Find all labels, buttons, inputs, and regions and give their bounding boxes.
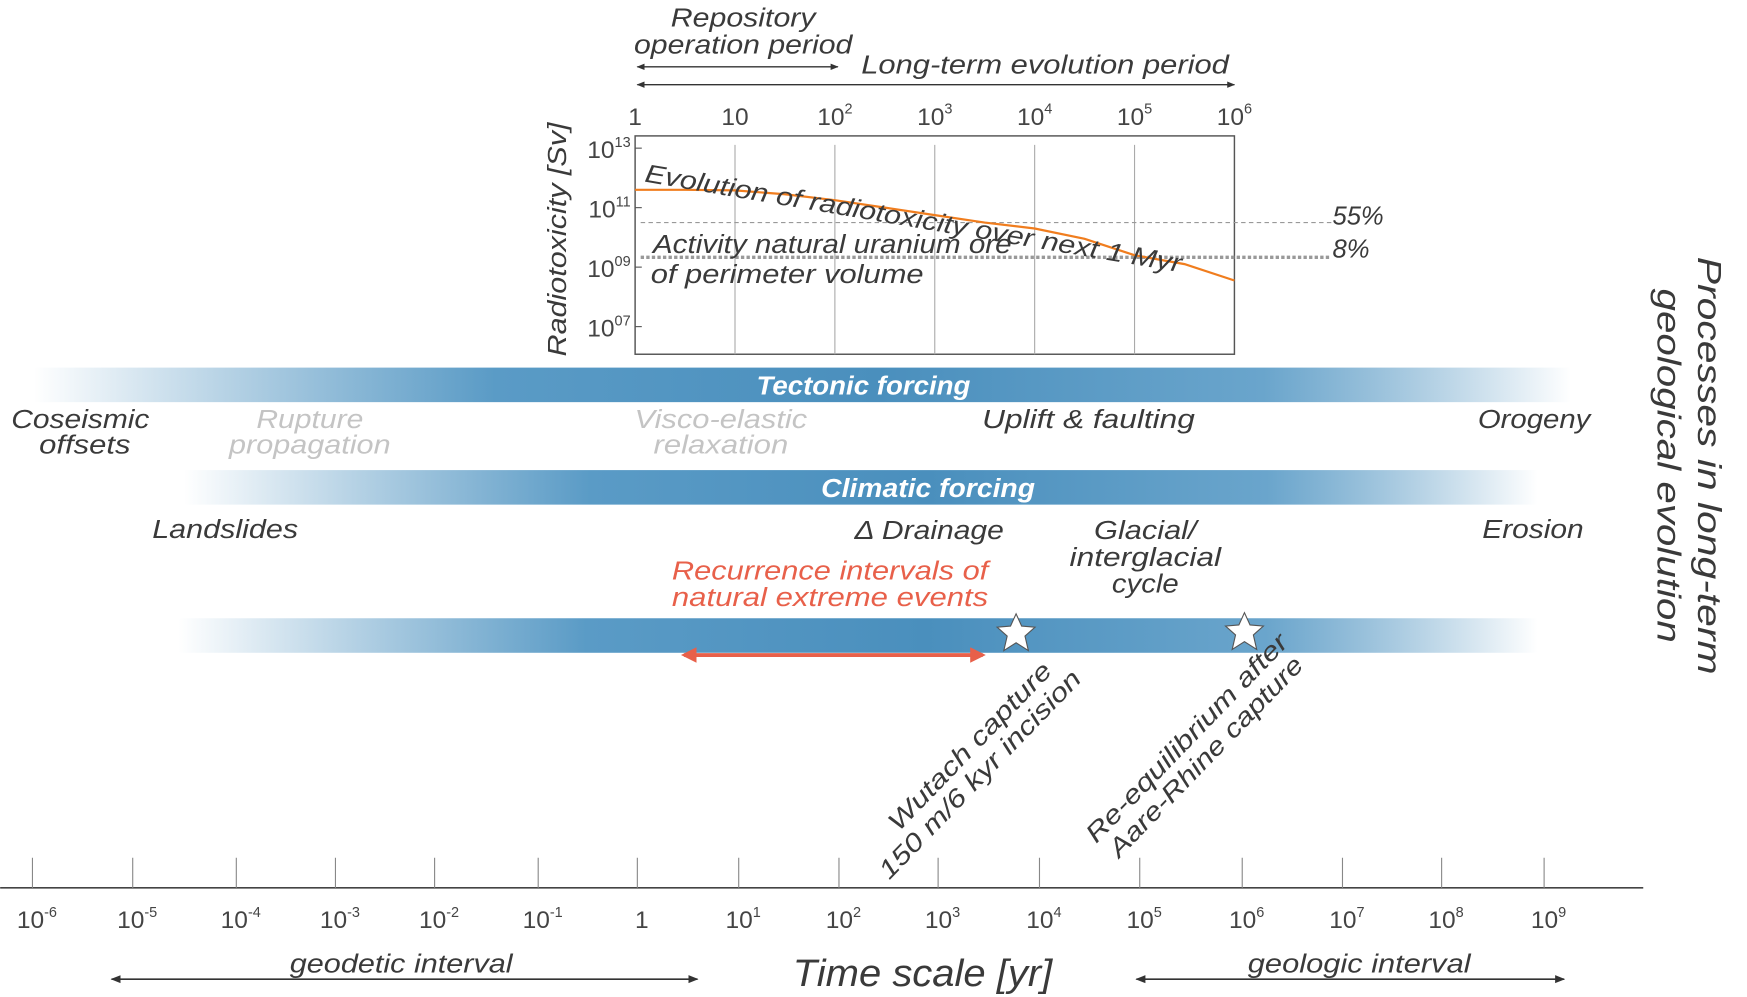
time-axis-tick-label: 107 xyxy=(1329,905,1364,934)
rupture-label-2: propagation xyxy=(228,431,391,459)
recurrence-label-1: Recurrence intervals of xyxy=(672,557,992,585)
wutach-label-1: Wutach capture xyxy=(883,657,1058,837)
repository-label-2: operation period xyxy=(634,31,853,59)
chart-y-tick-label: 1013 xyxy=(587,135,630,164)
time-axis-tick-label: 109 xyxy=(1531,905,1566,934)
reequilibrium-star-icon xyxy=(1224,611,1265,651)
side-title-2: geological evolution xyxy=(1650,289,1687,643)
climatic-forcing-label: Climatic forcing xyxy=(821,475,1035,503)
time-axis-tick-label: 106 xyxy=(1229,905,1264,934)
orogeny-label: Orogeny xyxy=(1478,406,1593,434)
radiotoxicity-curve xyxy=(635,188,1235,282)
time-axis-tick-label: 104 xyxy=(1026,905,1061,934)
events-band xyxy=(178,618,1538,653)
time-axis-tick-label: 10-4 xyxy=(221,905,261,934)
glacial-label-2: interglacial xyxy=(1070,544,1223,572)
reference-line-label: 55% xyxy=(1332,203,1383,231)
coseismic-label-1: Coseismic xyxy=(11,406,149,434)
visco-label-2: relaxation xyxy=(653,431,788,459)
glacial-label-3: cycle xyxy=(1112,571,1179,599)
time-axis-tick-label: 1 xyxy=(635,907,649,934)
chart-x-tick-label: 105 xyxy=(1117,102,1152,131)
activity-label-1: Activity natural uranium ore xyxy=(651,231,1012,259)
chart-y-tick-label: 1007 xyxy=(587,314,630,343)
geodetic-label: geodetic interval xyxy=(290,950,514,978)
chart-x-tick-label: 104 xyxy=(1017,102,1052,131)
side-title-1: Processes in long-term xyxy=(1690,257,1727,675)
glacial-label-1: Glacial/ xyxy=(1094,517,1200,545)
wutach-label-2: 150 m/6 kyr incision xyxy=(873,665,1087,885)
long-term-label: Long-term evolution period xyxy=(861,52,1230,80)
chart-x-tick-label: 106 xyxy=(1217,102,1252,131)
chart-x-tick-label: 103 xyxy=(917,102,952,131)
time-axis-tick-label: 10-5 xyxy=(117,905,157,934)
time-axis-tick-label: 108 xyxy=(1428,905,1463,934)
geologic-label: geologic interval xyxy=(1248,950,1472,978)
erosion-label: Erosion xyxy=(1482,516,1583,544)
time-axis-tick-label: 10-2 xyxy=(419,905,459,934)
time-axis-tick-label: 101 xyxy=(726,905,761,934)
time-axis-tick-label: 10-3 xyxy=(320,905,360,934)
y-axis-label: Radiotoxicity [Sv] xyxy=(544,121,572,356)
time-axis-tick-label: 10-6 xyxy=(17,905,57,934)
radiotoxicity-chart: 1 10 102 103 104 105 106 1013 1011 1009 1007 Radio… xyxy=(544,102,1384,357)
drainage-label: Δ Drainage xyxy=(853,517,1003,545)
time-axis-tick-label: 10-1 xyxy=(523,905,563,934)
activity-label-2: of perimeter volume xyxy=(651,261,924,289)
rupture-label-1: Rupture xyxy=(256,406,363,434)
coseismic-label-2: offsets xyxy=(39,431,131,459)
repository-label-1: Repository xyxy=(671,5,818,33)
chart-x-tick-label: 1 xyxy=(628,104,642,131)
reference-line-label: 8% xyxy=(1332,235,1369,263)
recurrence-label-2: natural extreme events xyxy=(672,584,989,612)
climatic-forcing-band xyxy=(183,470,1538,505)
landslides-label: Landslides xyxy=(152,516,298,544)
visco-label-1: Visco-elastic xyxy=(635,406,808,434)
chart-x-tick-label: 102 xyxy=(817,102,852,131)
tectonic-forcing-label: Tectonic forcing xyxy=(757,372,971,400)
time-axis-tick-label: 102 xyxy=(826,905,861,934)
tectonic-forcing-band xyxy=(33,367,1571,403)
time-axis-title: Time scale [yr] xyxy=(793,953,1054,995)
chart-y-tick-label: 1011 xyxy=(588,195,630,224)
chart-x-tick-label: 10 xyxy=(721,104,748,131)
chart-y-tick-label: 1009 xyxy=(587,254,630,283)
reequilibrium-label-1: Re-equilibrium after xyxy=(1080,627,1295,848)
reequilibrium-label-2: Aare-Rhine capture xyxy=(1102,651,1310,864)
time-axis-tick-label: 103 xyxy=(925,905,960,934)
time-axis-tick-label: 105 xyxy=(1127,905,1162,934)
wutach-star-icon xyxy=(995,612,1037,652)
uplift-label: Uplift & faulting xyxy=(982,406,1196,434)
